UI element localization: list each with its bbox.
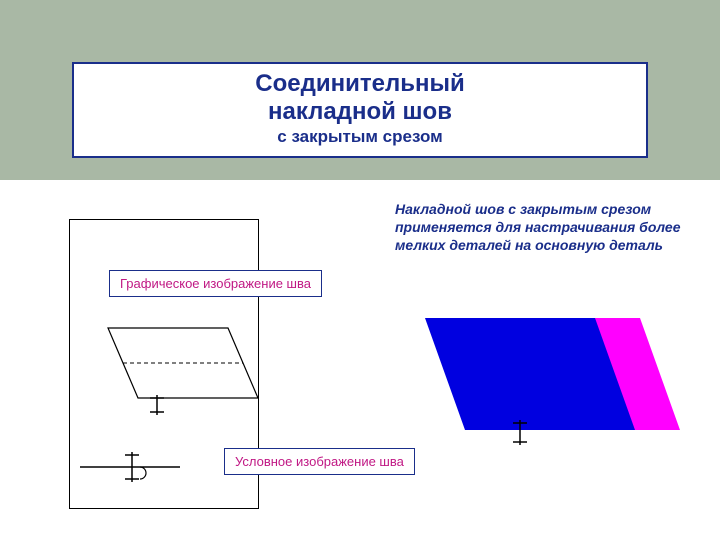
- label-conditional: Условное изображение шва: [224, 448, 415, 475]
- title-box: Соединительный накладной шов с закрытым …: [72, 62, 648, 158]
- label-graphic: Графическое изображение шва: [109, 270, 322, 297]
- title-line3: с закрытым срезом: [74, 126, 646, 148]
- title-line1: Соединительный: [74, 70, 646, 98]
- title-line2: накладной шов: [74, 98, 646, 126]
- description-text: Накладной шов с закрытым срезом применяе…: [395, 200, 685, 254]
